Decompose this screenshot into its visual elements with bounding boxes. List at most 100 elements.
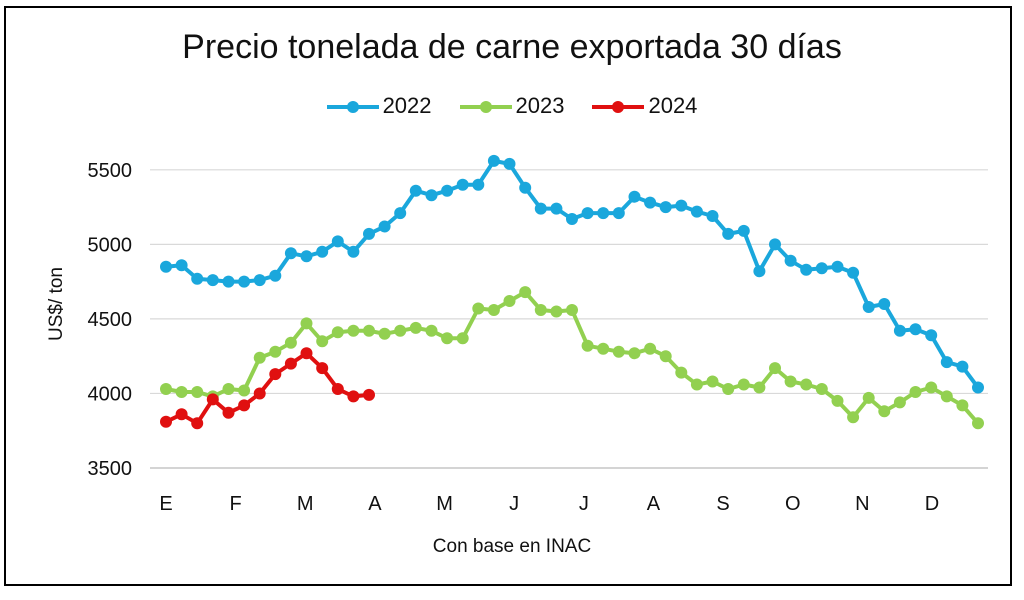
point-2022-40	[784, 254, 797, 267]
point-2022-0	[160, 260, 172, 273]
point-2022-34	[690, 205, 703, 218]
point-2022-37	[737, 224, 750, 237]
point-2023-51	[956, 399, 969, 412]
point-2022-5	[238, 275, 251, 288]
point-2022-49	[925, 329, 938, 342]
point-2022-13	[363, 227, 375, 240]
point-2023-2	[191, 386, 204, 398]
point-2023-41	[800, 378, 813, 391]
point-2022-41	[800, 263, 813, 276]
point-2023-30	[628, 347, 641, 360]
point-2024-11	[331, 383, 344, 395]
point-2022-11	[331, 235, 344, 248]
point-2022-29	[612, 207, 625, 220]
point-2022-14	[378, 220, 391, 233]
point-2023-11	[331, 326, 344, 339]
point-2023-37	[737, 378, 750, 391]
point-2023-32	[659, 350, 672, 363]
point-2022-10	[316, 245, 329, 258]
point-2022-2	[191, 272, 204, 285]
point-2022-22	[503, 157, 516, 170]
point-2023-29	[612, 345, 625, 358]
y-tick-label-4500: 4500	[88, 309, 133, 331]
y-tick-label-5500: 5500	[88, 160, 133, 182]
point-2023-23	[519, 286, 532, 299]
point-2022-4	[222, 275, 235, 288]
point-2022-52	[972, 381, 984, 394]
x-tick-label-0: E	[159, 493, 172, 515]
chart-legend: 2022 2023 2024	[0, 93, 1024, 119]
point-2023-0	[160, 383, 172, 395]
point-2022-21	[487, 154, 500, 167]
point-2022-33	[675, 199, 688, 212]
point-2023-20	[472, 302, 485, 315]
point-2024-8	[284, 357, 297, 370]
point-2023-47	[893, 396, 906, 409]
point-2023-13	[363, 324, 375, 337]
point-2022-43	[831, 260, 844, 273]
point-2024-1	[175, 408, 188, 421]
point-2023-35	[706, 375, 719, 388]
point-2022-39	[769, 238, 781, 251]
point-2023-17	[425, 324, 438, 337]
legend-swatch-2024	[592, 98, 645, 114]
point-2023-19	[456, 332, 469, 345]
point-2023-14	[378, 327, 391, 340]
source-note: Con base en INAC	[432, 536, 592, 557]
point-2023-12	[347, 324, 360, 337]
point-2022-18	[441, 184, 454, 197]
legend-swatch-2023	[459, 98, 512, 114]
y-axis-label: US$/ ton	[46, 267, 67, 341]
legend-label-2023: 2023	[515, 93, 565, 118]
point-2022-20	[472, 178, 485, 191]
point-2022-32	[659, 201, 672, 214]
point-2024-2	[191, 417, 204, 430]
point-2024-3	[206, 393, 219, 406]
point-2022-17	[425, 189, 438, 202]
point-2022-46	[878, 298, 891, 310]
point-2023-42	[815, 383, 828, 395]
point-2023-50	[940, 390, 953, 403]
point-2022-12	[347, 245, 360, 258]
point-2022-36	[722, 227, 735, 240]
point-2022-27	[581, 207, 594, 220]
point-2023-4	[222, 383, 235, 395]
point-2023-7	[269, 345, 282, 358]
y-tick-label-4000: 4000	[88, 383, 133, 405]
x-tick-label-2: M	[297, 493, 314, 515]
point-2024-7	[269, 368, 282, 381]
point-2023-26	[566, 304, 578, 316]
point-2023-25	[550, 305, 563, 318]
point-2022-31	[644, 196, 657, 209]
point-2023-45	[862, 391, 875, 404]
x-tick-label-8: S	[716, 493, 729, 515]
point-2022-3	[206, 274, 219, 287]
point-2023-33	[675, 366, 688, 379]
point-2022-23	[519, 181, 532, 194]
point-2023-39	[769, 362, 781, 375]
legend-item-2024: 2024	[592, 93, 697, 119]
point-2024-4	[222, 406, 235, 419]
x-tick-label-9: O	[785, 493, 801, 515]
point-2023-21	[487, 304, 500, 316]
point-2023-52	[972, 417, 984, 430]
point-2022-24	[534, 202, 547, 215]
point-2022-25	[550, 202, 563, 215]
point-2023-38	[753, 381, 766, 394]
point-2022-38	[753, 265, 766, 278]
point-2023-9	[300, 317, 313, 330]
point-2024-12	[347, 390, 360, 403]
x-tick-label-3: A	[368, 493, 382, 515]
point-2022-30	[628, 190, 641, 203]
point-2022-19	[456, 178, 469, 191]
point-2022-1	[175, 259, 188, 272]
point-2022-47	[893, 324, 906, 337]
point-2023-27	[581, 339, 594, 352]
x-tick-label-10: N	[855, 493, 869, 515]
point-2023-36	[722, 383, 735, 395]
point-2023-15	[394, 324, 407, 337]
chart-title: Precio tonelada de carne exportada 30 dí…	[182, 28, 842, 66]
point-2022-44	[847, 266, 860, 279]
legend-label-2022: 2022	[382, 93, 432, 118]
